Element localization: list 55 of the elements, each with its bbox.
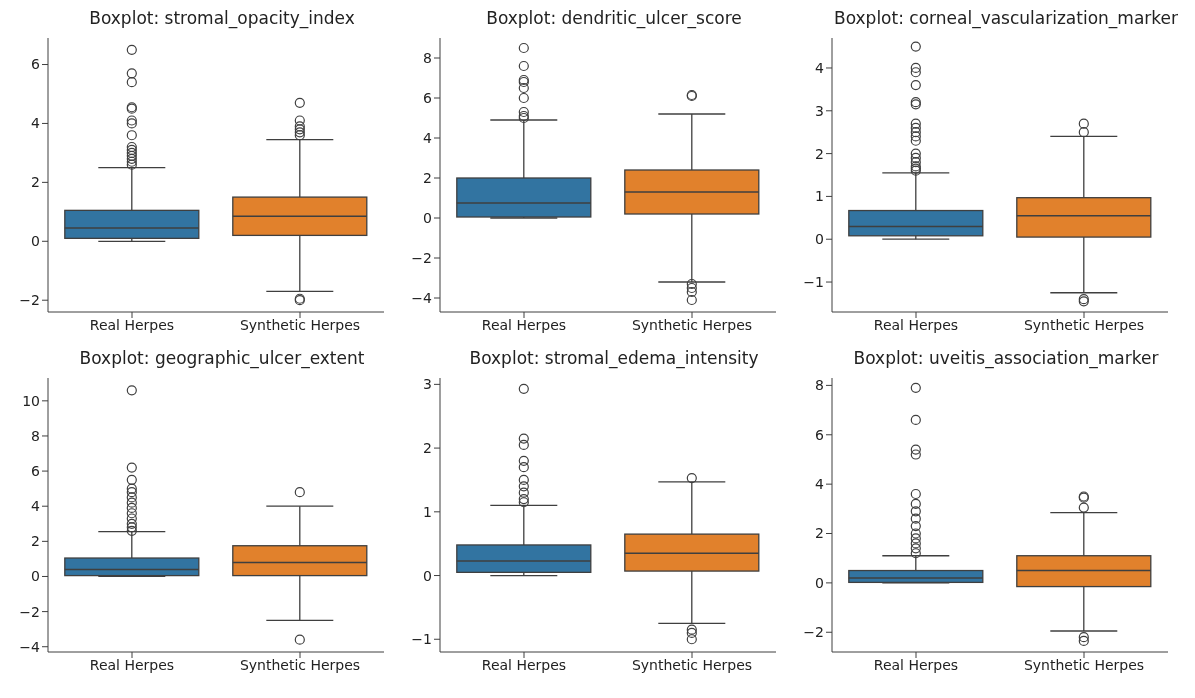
x-tick-label: Synthetic Herpes <box>631 316 753 333</box>
y-tick-label: 4 <box>31 115 41 132</box>
y-tick-label: 0 <box>815 231 824 248</box>
x-tick-label: Synthetic Herpes <box>239 316 361 333</box>
y-tick-label: −2 <box>19 603 40 620</box>
y-tick-label: 4 <box>815 476 825 493</box>
y-tick-label: 4 <box>31 498 41 515</box>
y-tick-label: 0 <box>31 568 40 585</box>
y-tick-label: 2 <box>815 145 824 162</box>
y-tick-label: 0 <box>815 574 824 591</box>
chart-title: Boxplot: stromal_edema_intensity <box>468 348 760 371</box>
y-tick-label: 0 <box>423 567 432 584</box>
y-tick-label: 8 <box>815 377 824 394</box>
y-tick-label: 6 <box>815 426 825 443</box>
y-tick-label: 6 <box>31 463 41 480</box>
y-tick-label: 6 <box>31 56 41 73</box>
y-tick-label: 1 <box>815 188 824 205</box>
x-tick-label: Synthetic Herpes <box>631 656 753 673</box>
x-tick-label: Real Herpes <box>873 656 959 673</box>
y-tick-label: 8 <box>423 49 432 66</box>
x-tick-label: Real Herpes <box>481 656 567 673</box>
y-tick-label: 8 <box>31 427 40 444</box>
chart-title: Boxplot: geographic_ulcer_extent <box>78 348 366 371</box>
y-tick-label: −1 <box>803 274 824 290</box>
x-tick-label: Real Herpes <box>89 316 175 333</box>
y-tick-label: 2 <box>31 533 40 550</box>
y-tick-label: 0 <box>31 233 40 250</box>
y-tick-label: −4 <box>19 638 41 655</box>
y-tick-label: −2 <box>803 624 824 641</box>
y-tick-label: −4 <box>411 289 433 306</box>
x-tick-label: Synthetic Herpes <box>1023 316 1145 333</box>
x-tick-label: Real Herpes <box>481 316 567 333</box>
y-tick-label: 0 <box>423 209 432 226</box>
y-tick-label: 2 <box>423 169 432 186</box>
x-tick-label: Real Herpes <box>873 316 959 333</box>
y-tick-label: 4 <box>815 59 825 76</box>
y-tick-label: 2 <box>31 174 40 191</box>
y-tick-label: −1 <box>411 631 432 648</box>
y-tick-label: −2 <box>411 249 432 266</box>
x-tick-label: Synthetic Herpes <box>1023 656 1145 673</box>
y-tick-label: 10 <box>22 392 40 409</box>
y-tick-label: 6 <box>423 89 433 106</box>
y-tick-label: 4 <box>423 129 433 146</box>
y-tick-label: 1 <box>423 503 432 520</box>
y-tick-label: 3 <box>815 102 824 119</box>
y-tick-label: 3 <box>423 376 432 393</box>
chart-title: Boxplot: dendritic_ulcer_score <box>485 8 743 31</box>
x-tick-label: Real Herpes <box>89 656 175 673</box>
y-tick-label: −2 <box>19 292 40 309</box>
chart-title: Boxplot: corneal_vascularization_marker <box>833 8 1179 31</box>
x-tick-label: Synthetic Herpes <box>239 656 361 673</box>
y-tick-label: 2 <box>423 440 432 457</box>
chart-title: Boxplot: uveitis_association_marker <box>852 348 1160 371</box>
y-tick-label: 2 <box>815 525 824 542</box>
chart-title: Boxplot: stromal_opacity_index <box>88 8 356 31</box>
